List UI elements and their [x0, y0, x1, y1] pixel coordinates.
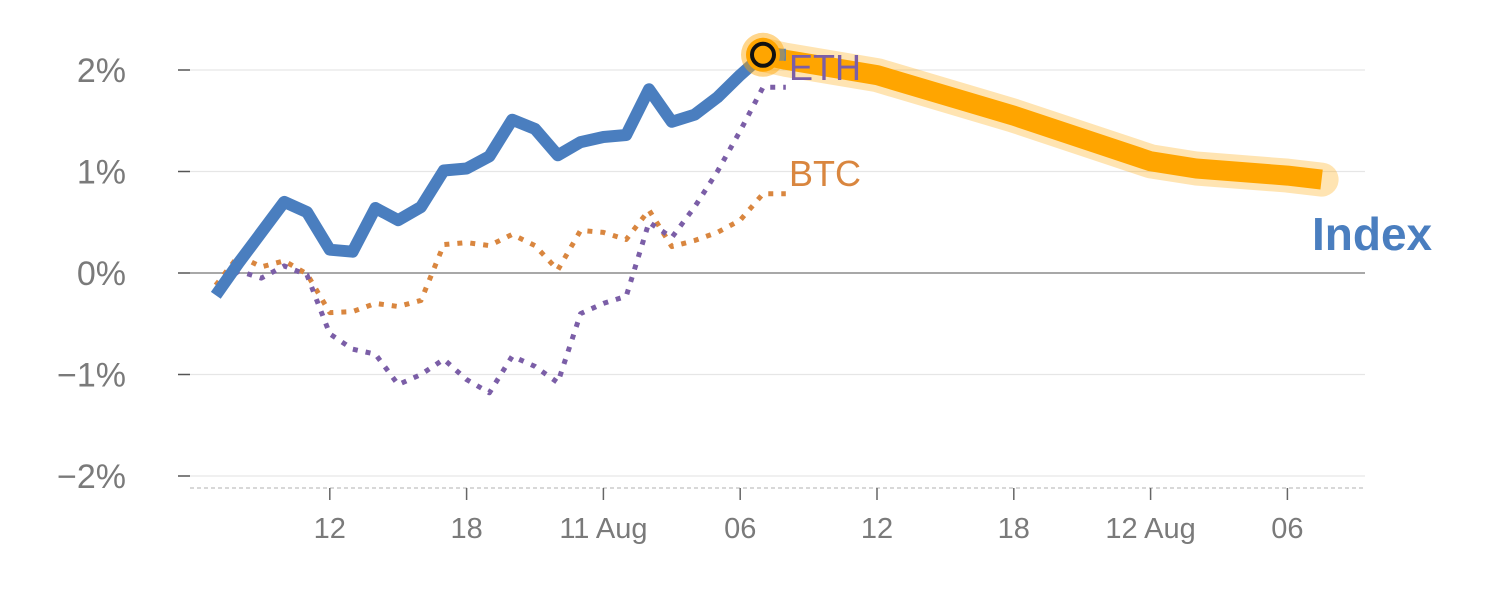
grid-layer — [190, 69, 1365, 477]
y-axis: 2% 1% 0% −1% −2% — [57, 52, 190, 496]
y-tick-label: 1% — [77, 154, 126, 192]
series-label-eth: ETH — [789, 47, 861, 88]
x-tick-label: 18 — [998, 513, 1030, 545]
series-label-btc: BTC — [789, 153, 861, 194]
x-tick-label: 11 Aug — [559, 513, 647, 545]
series-line-btc — [213, 191, 786, 316]
series-line-index — [210, 48, 786, 299]
x-tick-label: 18 — [450, 513, 482, 545]
y-tick-label: 0% — [77, 255, 126, 293]
x-tick-label: 06 — [1271, 513, 1303, 545]
x-tick-label: 06 — [724, 513, 756, 545]
marker-layer — [741, 32, 785, 77]
x-tick-label: 12 — [861, 513, 893, 545]
x-tick-label: 12 — [314, 513, 346, 545]
series-line-eth — [214, 84, 786, 396]
x-tick-label: 12 Aug — [1105, 513, 1195, 545]
series-layer — [210, 37, 1339, 396]
forecast-line — [760, 45, 1323, 190]
y-tick-label: −1% — [57, 357, 126, 395]
series-label-index: Index — [1312, 208, 1433, 260]
x-axis: 12 18 11 Aug 06 12 18 12 Aug 06 — [190, 487, 1365, 545]
y-tick-label: −2% — [57, 458, 126, 496]
marker-dot — [750, 41, 776, 68]
y-tick-label: 2% — [77, 52, 126, 90]
